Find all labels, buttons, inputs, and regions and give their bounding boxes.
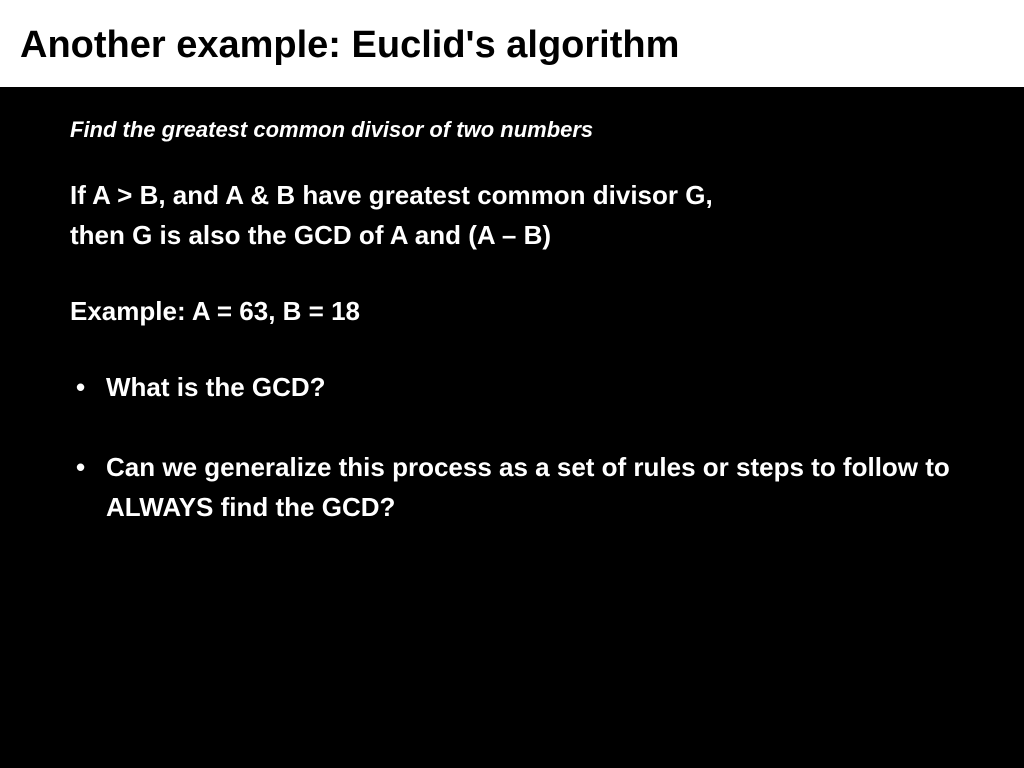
- bullet-item: What is the GCD?: [70, 367, 964, 407]
- bullet-list: What is the GCD? Can we generalize this …: [70, 367, 964, 528]
- paragraph-1-line-1: If A > B, and A & B have greatest common…: [70, 180, 713, 210]
- slide-title: Another example: Euclid's algorithm: [20, 24, 1004, 67]
- slide-content: Find the greatest common divisor of two …: [0, 87, 1024, 768]
- title-bar: Another example: Euclid's algorithm: [0, 0, 1024, 87]
- paragraph-1-line-2: then G is also the GCD of A and (A – B): [70, 220, 551, 250]
- paragraph-1: If A > B, and A & B have greatest common…: [70, 175, 964, 256]
- bullet-item: Can we generalize this process as a set …: [70, 447, 964, 528]
- slide-subtitle: Find the greatest common divisor of two …: [70, 117, 964, 143]
- slide: Another example: Euclid's algorithm Find…: [0, 0, 1024, 768]
- example-line: Example: A = 63, B = 18: [70, 296, 964, 327]
